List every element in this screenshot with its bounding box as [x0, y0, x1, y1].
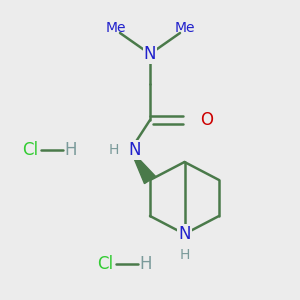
Text: H: H — [64, 141, 77, 159]
Text: N: N — [178, 225, 191, 243]
Text: H: H — [109, 143, 119, 157]
Text: H: H — [179, 248, 190, 262]
Text: Me: Me — [105, 22, 126, 35]
Text: H: H — [139, 255, 152, 273]
Text: N: N — [129, 141, 141, 159]
Text: Cl: Cl — [97, 255, 113, 273]
Text: Cl: Cl — [22, 141, 38, 159]
Text: O: O — [200, 111, 214, 129]
Text: Me: Me — [174, 22, 195, 35]
Polygon shape — [130, 150, 155, 184]
Text: N: N — [144, 45, 156, 63]
